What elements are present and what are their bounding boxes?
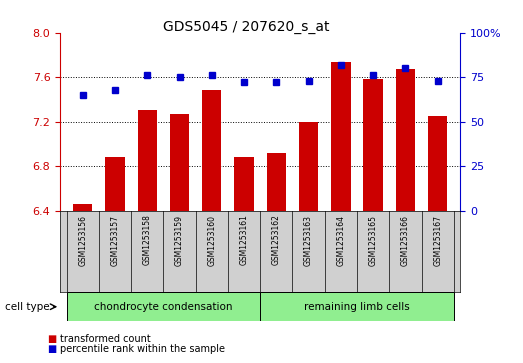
Text: GSM1253156: GSM1253156	[78, 215, 87, 266]
Text: GDS5045 / 207620_s_at: GDS5045 / 207620_s_at	[163, 20, 329, 34]
Text: GSM1253159: GSM1253159	[175, 215, 184, 266]
Text: GSM1253166: GSM1253166	[401, 215, 410, 266]
Bar	[105, 157, 124, 211]
Bar	[299, 122, 319, 211]
Bar	[363, 79, 383, 211]
Text: GSM1253160: GSM1253160	[207, 215, 217, 266]
Bar	[331, 62, 350, 211]
Bar	[234, 157, 254, 211]
Bar	[66, 292, 260, 321]
Bar	[170, 114, 189, 211]
Text: ■: ■	[47, 334, 56, 344]
Text: GSM1253161: GSM1253161	[240, 215, 248, 265]
Text: ■: ■	[47, 344, 56, 354]
Bar	[267, 153, 286, 211]
Text: GSM1253162: GSM1253162	[272, 215, 281, 265]
Text: percentile rank within the sample: percentile rank within the sample	[60, 344, 225, 354]
Text: GSM1253157: GSM1253157	[110, 215, 119, 266]
Bar	[202, 90, 221, 211]
Text: GSM1253165: GSM1253165	[369, 215, 378, 266]
Bar	[428, 116, 447, 211]
Text: GSM1253163: GSM1253163	[304, 215, 313, 266]
Text: GSM1253167: GSM1253167	[433, 215, 442, 266]
Bar	[260, 292, 454, 321]
Bar	[73, 204, 93, 211]
Text: remaining limb cells: remaining limb cells	[304, 302, 410, 312]
Bar	[396, 69, 415, 211]
Text: chondrocyte condensation: chondrocyte condensation	[94, 302, 233, 312]
Text: cell type: cell type	[5, 302, 50, 312]
Text: GSM1253158: GSM1253158	[143, 215, 152, 265]
Text: GSM1253164: GSM1253164	[336, 215, 345, 266]
Text: transformed count: transformed count	[60, 334, 151, 344]
Bar	[138, 110, 157, 211]
